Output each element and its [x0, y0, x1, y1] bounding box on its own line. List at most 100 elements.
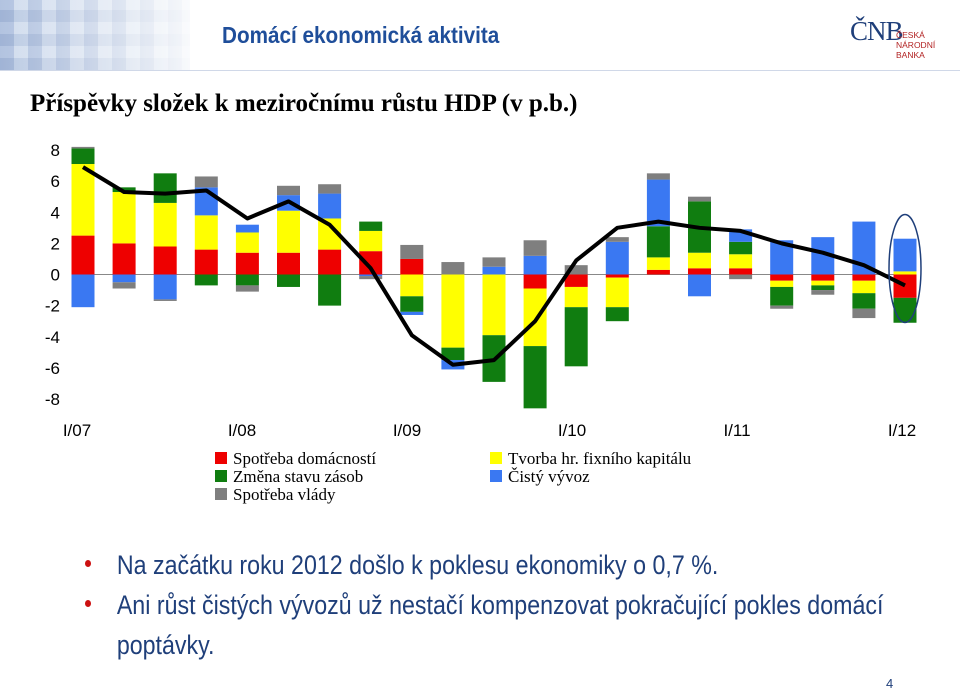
bar-segment — [235, 274, 259, 286]
bar-segment — [277, 185, 300, 196]
legend-label: Spotřeba vlády — [233, 485, 336, 504]
bar-segment — [441, 262, 465, 275]
page-number: 4 — [886, 676, 894, 691]
bar-segment — [523, 274, 547, 289]
bar-segment — [605, 241, 629, 275]
bar-segment — [893, 297, 917, 323]
bar-segment — [400, 258, 424, 275]
bar-segment — [359, 221, 383, 231]
x-tick-label: I/09 — [393, 421, 421, 440]
gdp-line — [81, 165, 906, 367]
bar-segment — [811, 285, 835, 291]
legend-swatch — [215, 470, 227, 482]
bar-segment — [893, 274, 917, 298]
logo-line-1: ČESKÁ — [896, 30, 925, 40]
bar-segment — [770, 286, 794, 306]
slide-title: Domácí ekonomická aktivita — [222, 22, 500, 48]
bar-segment — [852, 293, 876, 309]
gdp-contribution-chart: 8 6 4 2 0 -2 -4 -6 -8I/07 I/08 I/09 I/10 I/11 I/12 Spo… — [45, 141, 922, 504]
bar-segment — [194, 249, 218, 275]
bar-segment — [400, 311, 424, 315]
bar-segment — [194, 274, 218, 286]
bar-segment — [605, 307, 629, 322]
bullet-item: Na začátku roku 2012 došlo k poklesu eko… — [85, 545, 960, 585]
bar-segment — [359, 276, 383, 280]
y-tick-label: -8 — [45, 390, 60, 409]
bar-segment — [605, 237, 629, 242]
bar-segment — [318, 193, 342, 219]
header-divider — [0, 70, 960, 71]
bar-segment — [441, 274, 465, 348]
bar-segment — [112, 274, 136, 283]
bar-segment — [194, 176, 218, 188]
legend-label: Čistý vývoz — [508, 467, 590, 486]
bar-segment — [523, 255, 547, 275]
logo-mark: ČNB — [850, 16, 904, 46]
bullet-list: Na začátku roku 2012 došlo k poklesu eko… — [85, 545, 945, 665]
bar-segment — [605, 274, 629, 278]
bar-segment — [852, 221, 876, 275]
bar-segment — [564, 274, 588, 287]
bar-segment — [482, 274, 506, 336]
bar-segment — [811, 274, 835, 281]
bar-segment — [359, 230, 383, 252]
bar-segment — [153, 202, 177, 247]
y-tick-label: 2 — [51, 234, 60, 253]
logo-line-2: NÁRODNÍ BANKA — [896, 40, 936, 60]
bar-segment — [441, 347, 465, 361]
bar-segment — [112, 192, 136, 244]
x-tick-label: I/07 — [63, 421, 91, 440]
bar-segment — [893, 271, 917, 275]
bar-segment — [359, 274, 383, 277]
bar-segment — [400, 274, 424, 297]
bar-segment — [153, 274, 177, 300]
bar-segment — [235, 232, 259, 253]
bullet-text: Ani růst čistých vývozů už nestačí kompe… — [116, 590, 884, 660]
bar-segment — [359, 251, 383, 275]
bar-segment — [71, 148, 95, 165]
y-tick-label: -2 — [45, 297, 60, 316]
bar-segment — [318, 218, 342, 250]
bar-segment — [646, 257, 670, 270]
legend-swatch — [490, 452, 502, 464]
bar-segment — [564, 286, 588, 308]
x-tick-label: I/08 — [228, 421, 256, 440]
bar-segment — [770, 280, 794, 287]
bar-segment — [770, 240, 794, 275]
bullet-dot — [85, 600, 92, 607]
bar-segment — [852, 280, 876, 294]
bar-segment — [729, 241, 753, 255]
bar-segment — [646, 179, 670, 227]
y-tick-label: 6 — [51, 172, 60, 191]
y-tick-label: -6 — [45, 359, 60, 378]
bar-segment — [112, 282, 136, 289]
x-tick-label: I/10 — [558, 421, 586, 440]
logo-text: ČESKÁ NÁRODNÍ BANKA — [896, 30, 950, 60]
bar-segment — [71, 146, 95, 149]
bar-segment — [811, 290, 835, 295]
chart-title: Příspěvky složek k meziročnímu růstu HDP… — [30, 90, 578, 117]
bar-segment — [688, 274, 711, 297]
bar-segment — [852, 274, 876, 281]
bar-segment — [318, 274, 342, 306]
bar-segment — [318, 249, 342, 275]
bar-segment — [811, 280, 835, 286]
bar-segment — [318, 184, 342, 194]
cnb-logo: ČNB ČESKÁ NÁRODNÍ BANKA — [850, 16, 950, 60]
legend-swatch — [215, 452, 227, 464]
bar-segment — [482, 266, 506, 275]
bar-segment — [646, 269, 670, 275]
bar-segment — [688, 252, 711, 269]
bar-segment — [523, 346, 547, 409]
bar-segment — [112, 243, 136, 275]
legend-label: Spotřeba domácností — [233, 449, 376, 468]
bar-segment — [277, 210, 300, 253]
bar-segment — [770, 305, 794, 309]
bar-segment — [235, 285, 259, 292]
y-tick-label: 8 — [51, 141, 60, 160]
bar-segment — [235, 224, 259, 233]
y-tick-label: 4 — [51, 203, 60, 222]
legend-label: Změna stavu zásob — [233, 467, 363, 486]
bar-segment — [729, 268, 753, 275]
bullet-dot — [85, 560, 92, 567]
